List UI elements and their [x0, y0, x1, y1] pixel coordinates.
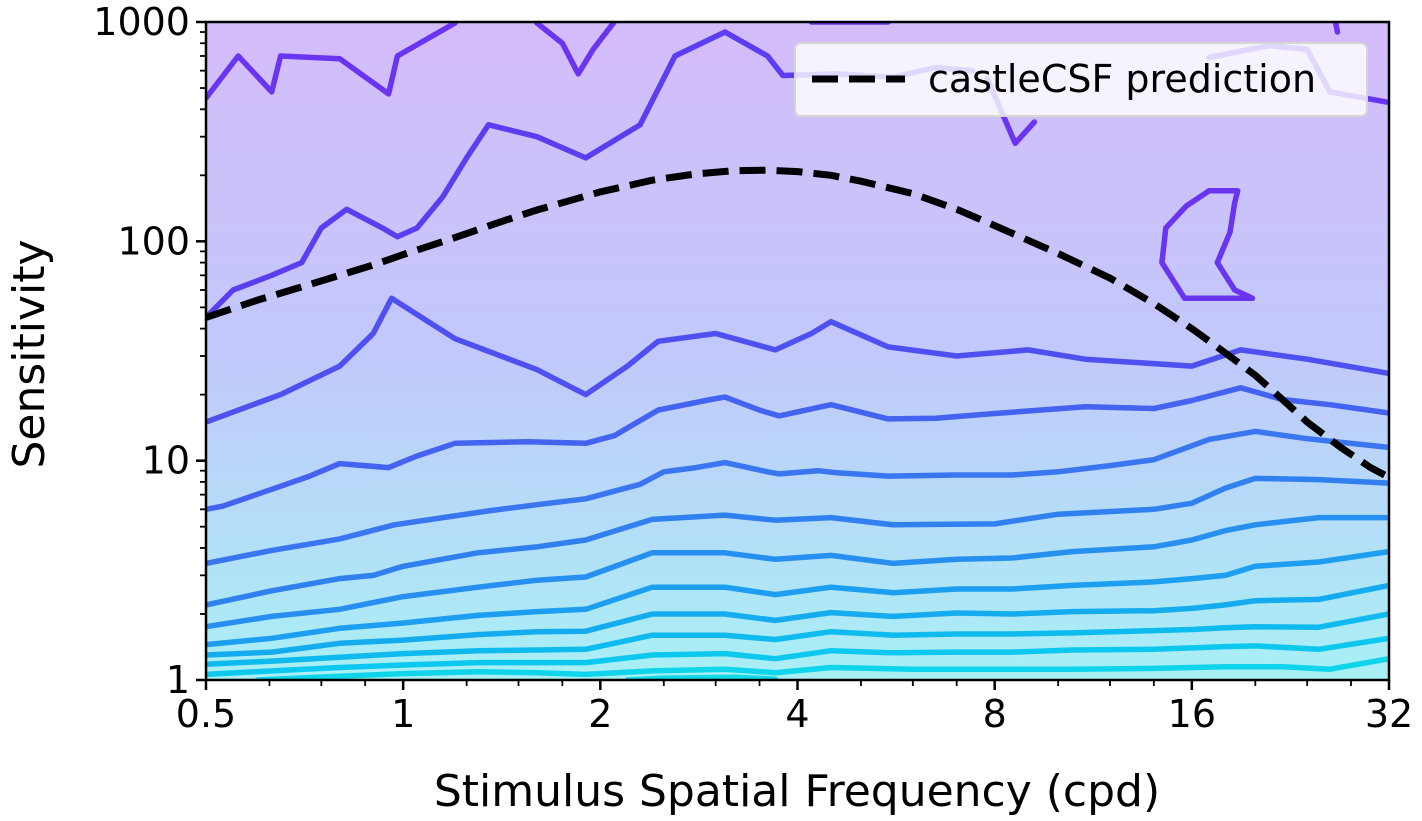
y-tick-label-2: 100 — [117, 219, 190, 263]
x-tick-label-4: 8 — [983, 692, 1007, 736]
y-tick-label-0: 1 — [166, 658, 190, 702]
contour-line-17 — [255, 655, 1389, 680]
y-tick-label-3: 1000 — [93, 0, 190, 44]
contour-line-1 — [534, 22, 617, 77]
ticks-layer — [196, 20, 1391, 690]
plot-background — [206, 22, 1389, 680]
contour-line-6 — [1159, 188, 1256, 302]
contour-line-3 — [1332, 22, 1341, 35]
castlecsf-prediction-line — [206, 166, 1389, 481]
x-tick-label-3: 4 — [785, 692, 809, 736]
contour-line-15 — [206, 611, 1389, 667]
x-tick-label-6: 32 — [1365, 692, 1413, 736]
x-tick-label-5: 16 — [1168, 692, 1216, 736]
contour-layer — [206, 22, 1389, 680]
contour-line-8 — [206, 295, 1389, 425]
x-axis-title: Stimulus Spatial Frequency (cpd) — [434, 766, 1160, 817]
legend-box — [794, 42, 1368, 117]
contour-line-16 — [206, 635, 1389, 678]
contour-line-11 — [206, 475, 1389, 608]
legend: castleCSF prediction — [794, 42, 1368, 117]
contour-line-0 — [206, 22, 458, 101]
legend-entry-label: castleCSF prediction — [928, 57, 1316, 101]
contour-line-14 — [206, 582, 1389, 658]
x-tick-label-0: 0.5 — [176, 692, 236, 736]
contour-line-12 — [206, 514, 1389, 630]
x-tick-label-2: 2 — [588, 692, 612, 736]
y-axis-title: Sensitivity — [4, 239, 55, 468]
contour-line-10 — [206, 428, 1389, 567]
contour-line-13 — [206, 548, 1389, 648]
prediction-layer — [206, 166, 1389, 481]
contour-line-9 — [206, 385, 1389, 513]
y-tick-label-1: 10 — [142, 439, 190, 483]
x-tick-label-1: 1 — [391, 692, 415, 736]
